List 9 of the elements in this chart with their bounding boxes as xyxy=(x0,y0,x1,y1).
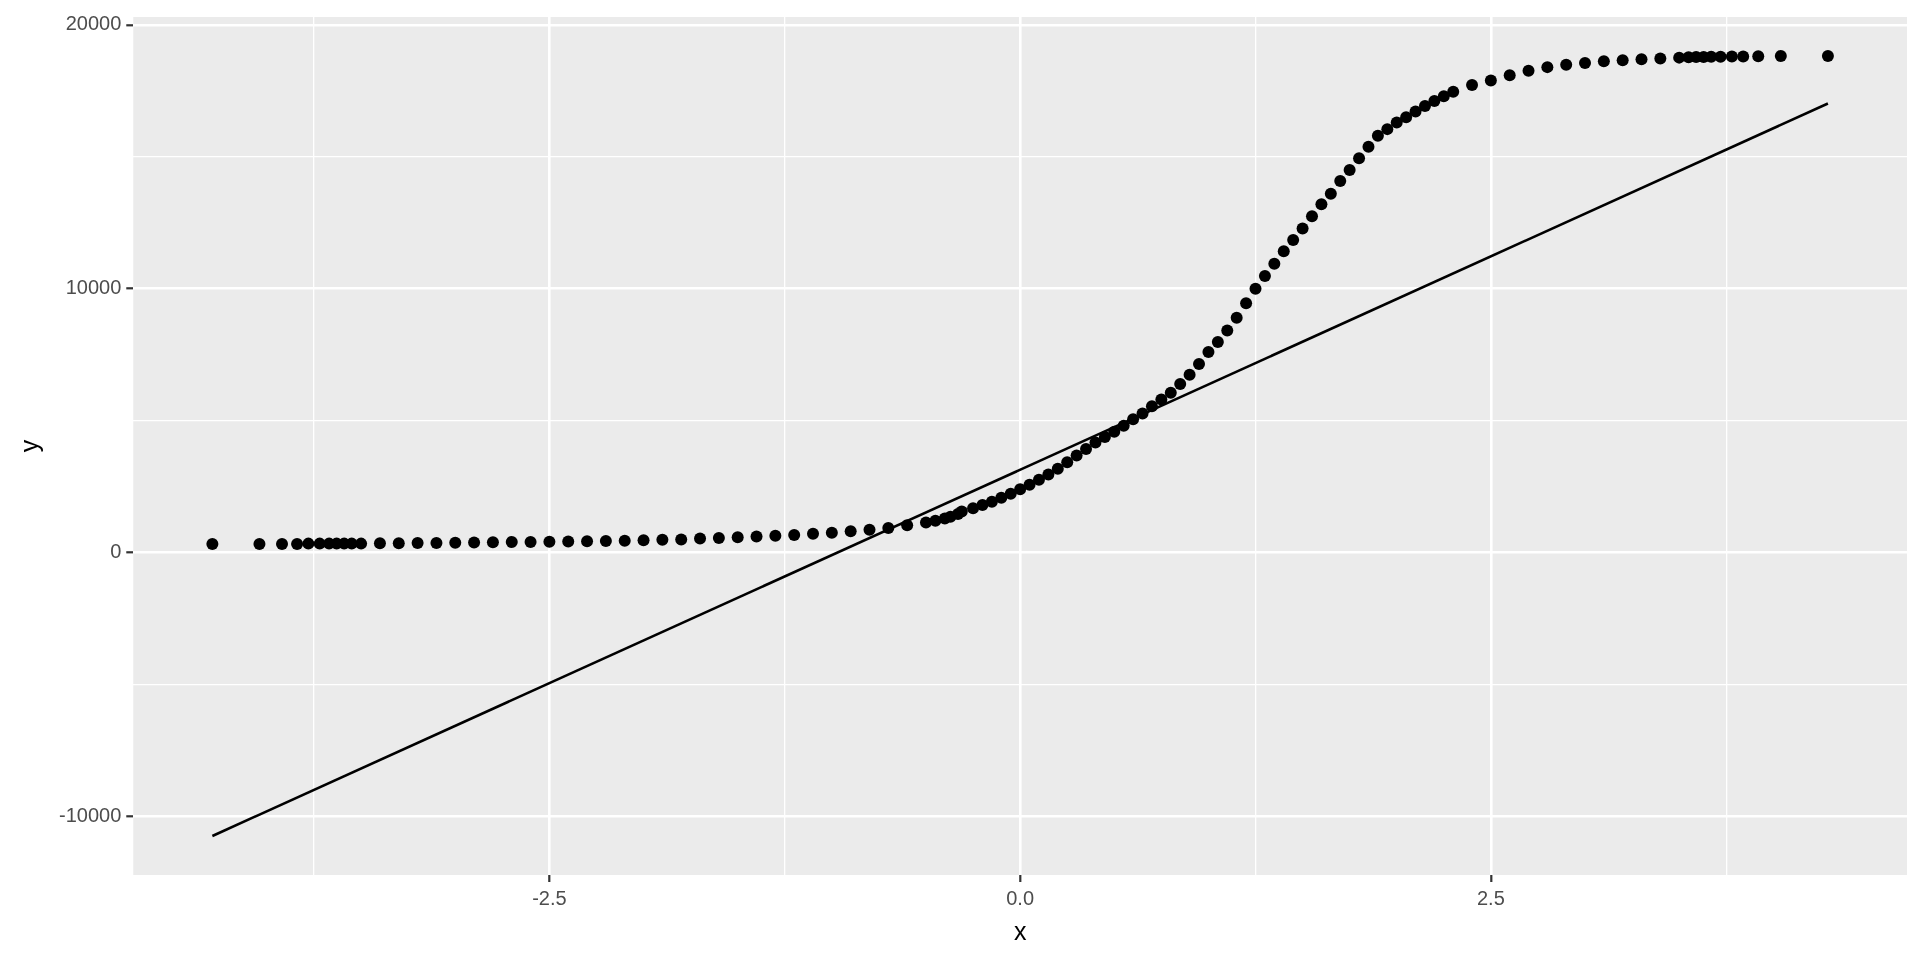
y-axis-title: y xyxy=(14,439,43,453)
y-tick-label: -10000 xyxy=(58,803,122,826)
x-tick-label: 0.0 xyxy=(1006,886,1035,909)
x-tick-label: -2.5 xyxy=(532,886,567,909)
y-tick-label: 0 xyxy=(110,540,122,563)
y-tick-label: 20000 xyxy=(65,12,122,35)
x-tick-label: 2.5 xyxy=(1476,886,1505,909)
x-axis-title: x xyxy=(1013,916,1027,945)
y-tick-label: 10000 xyxy=(65,276,122,299)
